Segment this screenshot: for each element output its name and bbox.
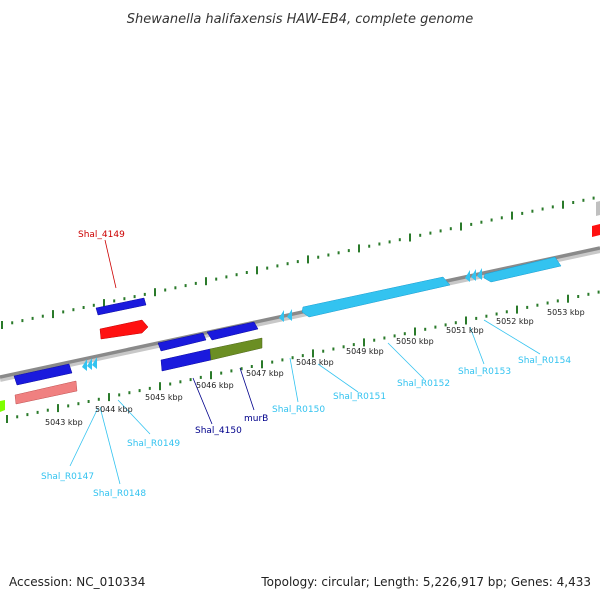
feature-grey-partial [596,201,600,216]
feature-cds-shal-4150 [160,348,212,372]
genome-summary-text: Topology: circular; Length: 5,226,917 bp… [260,575,591,589]
leader-shal-r0148 [99,406,121,485]
gene-label-shal-4150[interactable]: Shal_4150 [195,426,242,436]
kbp-label: 5051 kbp [446,326,484,335]
kbp-label: 5046 kbp [196,381,234,390]
feature-rna-block-1 [301,276,451,318]
trna-chevron [287,309,292,321]
leader-shal-r0147 [69,407,99,467]
kbp-label: 5045 kbp [145,393,183,402]
kbp-label: 5052 kbp [496,317,534,326]
gene-label-murb[interactable]: murB [244,414,268,424]
trna-chevron [471,269,476,281]
leader-murb [239,367,255,411]
kbp-label: 5048 kbp [296,358,334,367]
kbp-label: 5043 kbp [45,418,83,427]
leader-shal-4150 [192,377,213,425]
feature-cds-murb [209,337,263,361]
feature-cds-red-2 [592,224,600,237]
feature-cds-lime-partial [0,400,5,412]
kbp-label: 5044 kbp [95,405,133,414]
kbp-label: 5049 kbp [346,347,384,356]
feature-cds-blue-1 [13,363,73,386]
feature-cds-blue-3 [206,321,259,341]
gene-label-shal-r0150[interactable]: Shal_R0150 [272,405,325,415]
map-title: Shewanella halifaxensis HAW-EB4, complet… [127,12,473,27]
kbp-label: 5047 kbp [246,369,284,378]
gene-label-shal-r0153[interactable]: Shal_R0153 [458,367,511,377]
trna-chevron [279,310,284,322]
gene-label-shal-r0152[interactable]: Shal_R0152 [397,379,450,389]
gene-labels: Shal_4149 Shal_4150 murB Shal_R0147 Shal… [41,230,571,499]
gene-label-shal-r0151[interactable]: Shal_R0151 [333,392,386,402]
gene-label-shal-r0147[interactable]: Shal_R0147 [41,472,94,482]
feature-cds-shal-4149 [95,297,147,316]
tick-track-inner [6,290,600,423]
tick-track-outer [1,196,595,329]
trna-chevron [87,358,92,370]
kbp-labels: 5043 kbp 5044 kbp 5045 kbp 5046 kbp 5047… [45,308,585,427]
trna-markers [82,268,482,371]
leader-shal-4149 [104,239,117,289]
trna-chevron [92,357,97,369]
feature-cds-pink [14,380,78,405]
leader-shal-r0154 [483,319,541,355]
feature-cds-blue-2 [157,332,207,352]
trna-chevron [477,268,482,280]
kbp-label: 5050 kbp [396,337,434,346]
trna-chevron [82,359,87,371]
leader-shal-r0150 [289,357,299,403]
feature-cds-red-1 [99,319,149,340]
label-leaders [69,239,541,485]
gene-label-shal-r0148[interactable]: Shal_R0148 [93,489,146,499]
feature-rna-block-2 [483,256,562,283]
trna-chevron [465,270,470,282]
leader-shal-r0151 [317,363,359,393]
gene-label-shal-r0149[interactable]: Shal_R0149 [127,439,180,449]
accession-text: Accession: NC_010334 [9,575,145,589]
gene-label-shal-r0154[interactable]: Shal_R0154 [518,356,571,366]
gene-label-shal-4149[interactable]: Shal_4149 [78,230,125,240]
leader-shal-r0153 [469,326,485,365]
kbp-label: 5053 kbp [547,308,585,317]
features-reverse-strand [0,337,263,412]
leader-shal-r0152 [387,342,425,380]
features-forward-strand [13,201,600,386]
leader-shal-r0149 [117,399,151,435]
genome-backbone [0,246,600,379]
